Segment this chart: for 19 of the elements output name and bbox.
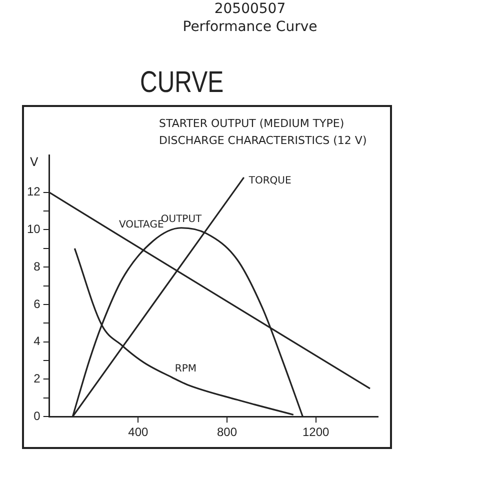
x-tick-label: 1200	[302, 425, 330, 440]
series-label: TORQUE	[248, 175, 292, 186]
text: STARTER OUTPUT (MEDIUM TYPE)	[159, 117, 344, 130]
series-label: VOLTAGE	[118, 219, 164, 230]
y-axis-title: V	[30, 155, 38, 169]
y-tick-label: 6	[34, 296, 41, 311]
y-tick-label: 10	[26, 222, 41, 236]
y-tick-label: 4	[34, 334, 41, 348]
series-label: RPM	[174, 363, 197, 374]
y-tick-label: 0	[34, 408, 41, 423]
text: DISCHARGE CHARACTERISTICS (12 V)	[159, 134, 367, 147]
y-tick-label: 8	[34, 259, 41, 274]
chart-title: 20500507	[213, 0, 287, 18]
chart-subtitle: Performance Curve	[182, 18, 318, 36]
y-tick-label: 12	[26, 184, 41, 199]
y-tick-label: 2	[34, 372, 41, 386]
text: CURVE	[140, 66, 224, 100]
x-tick-label: 400	[128, 425, 149, 440]
x-tick-label: 800	[216, 425, 238, 440]
